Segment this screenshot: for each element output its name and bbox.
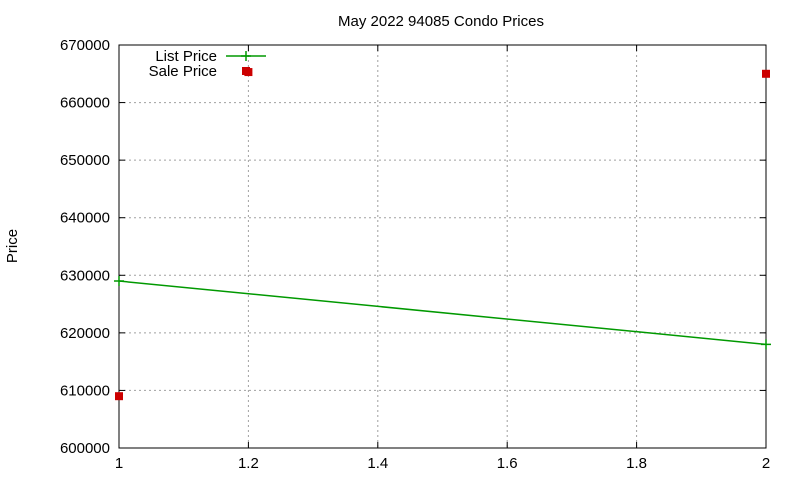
sale-price-point: [115, 392, 123, 401]
plot-frame: [118, 44, 767, 449]
y-tick-label: 670000: [60, 37, 110, 54]
x-tick-label: 1.4: [367, 455, 388, 472]
list-price-line: [118, 280, 767, 346]
list-price-point: [241, 51, 251, 61]
sale-price-point: [762, 69, 770, 78]
y-tick-label: 620000: [60, 325, 110, 342]
y-tick-label: 660000: [60, 95, 110, 112]
x-tick-labels: 1 1.2 1.4 1.6 1.8 2: [115, 455, 770, 472]
grid: [119, 45, 766, 448]
x-tick-label: 1: [115, 455, 123, 472]
x-tick-label: 1.8: [626, 455, 647, 472]
axis-ticks: [118, 44, 767, 449]
y-tick-labels: 600000 610000 620000 630000 640000 650000 6600…: [60, 37, 110, 457]
y-tick-label: 610000: [60, 382, 110, 399]
y-tick-label: 600000: [60, 440, 110, 457]
x-tick-label: 1.6: [497, 455, 518, 472]
sale-price-point: [242, 67, 250, 75]
y-tick-label: 650000: [60, 152, 110, 169]
legend-label: List Price: [155, 48, 217, 65]
sale-price-series: [115, 68, 770, 401]
legend-label: Sale Price: [149, 63, 217, 80]
y-tick-label: 640000: [60, 210, 110, 227]
y-axis-label: Price: [4, 229, 21, 263]
y-tick-label: 630000: [60, 267, 110, 284]
x-tick-label: 1.2: [238, 455, 259, 472]
chart-title: May 2022 94085 Condo Prices: [338, 13, 544, 30]
list-price-series: [114, 276, 771, 350]
x-tick-label: 2: [762, 455, 770, 472]
series: [114, 68, 771, 401]
list-price-point: [114, 276, 124, 287]
list-price-point: [761, 339, 771, 350]
